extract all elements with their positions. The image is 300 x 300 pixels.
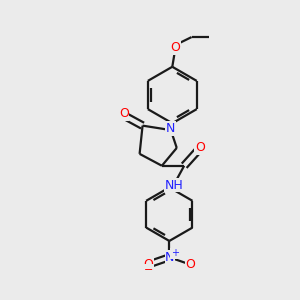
- Text: N: N: [165, 251, 175, 264]
- Text: O: O: [119, 107, 129, 120]
- Text: NH: NH: [164, 178, 183, 192]
- Text: O: O: [143, 258, 153, 271]
- Text: −: −: [143, 265, 153, 275]
- Text: N: N: [166, 122, 176, 135]
- Text: +: +: [171, 248, 179, 258]
- Text: O: O: [170, 41, 180, 54]
- Text: O: O: [195, 141, 205, 154]
- Text: O: O: [185, 258, 195, 271]
